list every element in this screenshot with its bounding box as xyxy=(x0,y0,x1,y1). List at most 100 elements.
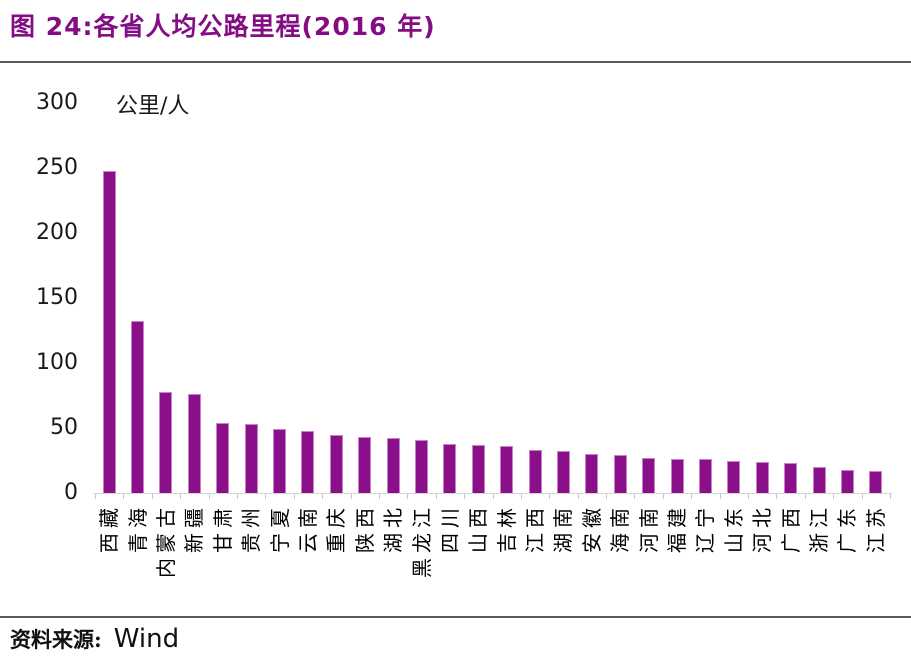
bar xyxy=(812,467,826,493)
x-tick-label: 河南 xyxy=(636,503,661,553)
x-tick-mark xyxy=(378,494,380,499)
x-tick-mark xyxy=(577,494,579,499)
x-tick-label: 西藏 xyxy=(97,503,122,553)
bar xyxy=(642,457,656,493)
x-tick-label: 黑龙江 xyxy=(409,503,434,578)
x-tick-mark xyxy=(265,494,267,499)
x-tick-mark xyxy=(293,494,295,499)
x-tick-label: 江西 xyxy=(523,503,548,553)
bar xyxy=(727,460,741,493)
bar xyxy=(244,424,258,493)
y-tick-label: 50 xyxy=(50,415,78,440)
y-axis-unit-label: 公里/人 xyxy=(116,94,190,119)
source-label: 资料来源: xyxy=(10,627,102,652)
x-tick-mark xyxy=(151,494,153,499)
bar xyxy=(556,451,570,493)
x-tick-label: 山东 xyxy=(721,503,746,553)
x-tick-label: 贵州 xyxy=(239,503,264,553)
y-tick-label: 200 xyxy=(36,220,78,245)
x-tick-mark xyxy=(520,494,522,499)
bar xyxy=(301,430,315,493)
source-line: 资料来源: Wind xyxy=(10,624,179,654)
x-tick-label: 新疆 xyxy=(182,503,207,553)
x-tick-mark xyxy=(123,494,125,499)
x-tick-mark xyxy=(634,494,636,499)
x-axis-line xyxy=(93,493,892,494)
bar xyxy=(784,463,798,493)
x-tick-mark xyxy=(492,494,494,499)
bar xyxy=(102,170,116,493)
x-tick-label: 青海 xyxy=(125,503,150,553)
x-tick-label: 湖南 xyxy=(551,503,576,553)
x-tick-mark xyxy=(236,494,238,499)
x-tick-label: 浙江 xyxy=(807,503,832,553)
x-tick-mark xyxy=(606,494,608,499)
bar xyxy=(216,422,230,493)
bar xyxy=(528,450,542,493)
bar xyxy=(415,439,429,493)
bar xyxy=(471,444,485,493)
bar xyxy=(187,394,201,493)
y-tick-label: 100 xyxy=(36,350,78,375)
bar xyxy=(755,461,769,493)
bar xyxy=(585,454,599,493)
bar xyxy=(869,470,883,493)
x-tick-label: 江苏 xyxy=(863,503,888,553)
x-tick-mark xyxy=(407,494,409,499)
bar xyxy=(386,438,400,493)
y-tick-label: 250 xyxy=(36,155,78,180)
x-tick-mark xyxy=(549,494,551,499)
x-tick-mark xyxy=(804,494,806,499)
x-tick-mark xyxy=(748,494,750,499)
bar xyxy=(840,469,854,493)
x-tick-mark xyxy=(861,494,863,499)
x-tick-label: 广东 xyxy=(835,503,860,553)
x-tick-label: 河北 xyxy=(750,503,775,553)
x-tick-label: 福建 xyxy=(665,503,690,553)
x-tick-label: 甘肃 xyxy=(210,503,235,553)
x-tick-mark xyxy=(435,494,437,499)
bar xyxy=(273,429,287,493)
y-tick-label: 0 xyxy=(64,480,78,505)
x-tick-mark xyxy=(662,494,664,499)
x-tick-label: 辽宁 xyxy=(693,503,718,553)
x-tick-mark xyxy=(350,494,352,499)
x-tick-mark xyxy=(890,494,891,499)
bar xyxy=(131,321,145,493)
x-tick-label: 宁夏 xyxy=(267,503,292,553)
x-tick-label: 山西 xyxy=(466,503,491,553)
x-tick-mark xyxy=(464,494,466,499)
x-tick-label: 广西 xyxy=(778,503,803,553)
chart-title: 图 24:各省人均公路里程(2016 年) xyxy=(10,12,436,41)
x-tick-mark xyxy=(322,494,324,499)
bar xyxy=(358,437,372,493)
x-tick-mark xyxy=(180,494,182,499)
x-tick-mark xyxy=(776,494,778,499)
bar xyxy=(443,443,457,493)
x-tick-label: 湖北 xyxy=(381,503,406,553)
x-tick-label: 吉林 xyxy=(494,503,519,553)
bar xyxy=(500,446,514,493)
x-tick-label: 海南 xyxy=(608,503,633,553)
x-tick-mark xyxy=(95,494,96,499)
x-tick-mark xyxy=(691,494,693,499)
x-tick-label: 云南 xyxy=(295,503,320,553)
bar xyxy=(670,459,684,493)
bar xyxy=(329,434,343,493)
x-tick-mark xyxy=(719,494,721,499)
x-tick-mark xyxy=(208,494,210,499)
x-tick-mark xyxy=(833,494,835,499)
title-divider xyxy=(0,61,911,63)
x-tick-label: 安徽 xyxy=(579,503,604,553)
bar xyxy=(159,391,173,493)
bar xyxy=(698,459,712,493)
y-tick-label: 300 xyxy=(36,90,78,115)
x-tick-label: 内蒙古 xyxy=(153,503,178,578)
y-tick-label: 150 xyxy=(36,285,78,310)
x-tick-label: 重庆 xyxy=(324,503,349,553)
source-value: Wind xyxy=(113,624,180,654)
footer-divider xyxy=(0,616,911,618)
x-tick-label: 四川 xyxy=(437,503,462,553)
